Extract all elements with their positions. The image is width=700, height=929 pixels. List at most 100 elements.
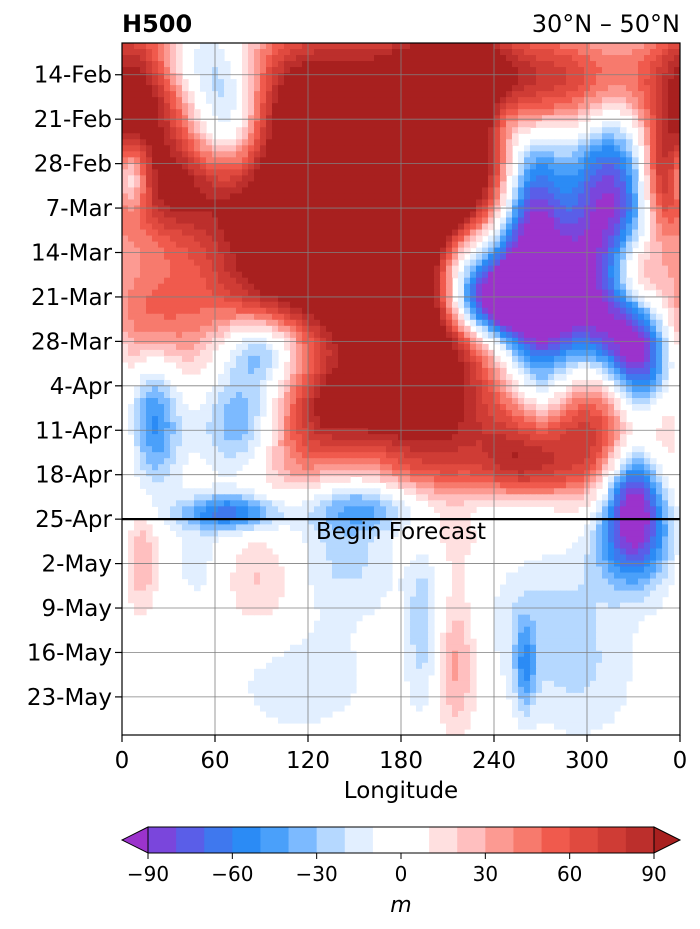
field-cell <box>434 175 441 182</box>
chart-title-right: 30°N – 50°N <box>532 10 680 38</box>
field-cell <box>476 181 483 189</box>
field-cell <box>320 133 327 140</box>
field-cell <box>668 163 675 170</box>
field-cell <box>248 73 255 80</box>
field-cell <box>158 73 165 80</box>
field-cell <box>512 247 519 255</box>
field-cell <box>128 121 135 128</box>
field-cell <box>422 115 429 122</box>
field-cell <box>242 169 249 176</box>
field-cell <box>662 271 669 279</box>
field-cell <box>434 127 441 134</box>
field-cell <box>464 151 471 158</box>
field-cell <box>482 133 489 140</box>
field-cell <box>404 151 411 158</box>
field-cell <box>218 331 225 339</box>
field-cell <box>590 319 597 327</box>
field-cell <box>296 205 303 213</box>
field-cell <box>470 361 477 369</box>
field-cell <box>644 331 651 339</box>
field-cell <box>362 373 369 381</box>
field-cell <box>200 193 207 201</box>
field-cell <box>332 235 339 243</box>
field-cell <box>590 169 597 176</box>
field-cell <box>158 205 165 213</box>
field-cell <box>158 217 165 225</box>
field-cell <box>380 271 387 279</box>
field-cell <box>410 241 417 249</box>
field-cell <box>320 313 327 321</box>
field-cell <box>392 115 399 122</box>
field-cell <box>242 277 249 285</box>
field-cell <box>602 91 609 98</box>
field-cell <box>548 289 555 297</box>
field-cell <box>440 223 447 231</box>
field-cell <box>266 241 273 249</box>
field-cell <box>248 133 255 140</box>
field-cell <box>572 157 579 164</box>
field-cell <box>410 307 417 315</box>
field-cell <box>578 217 585 225</box>
field-cell <box>314 373 321 381</box>
field-cell <box>368 73 375 80</box>
field-cell <box>176 85 183 92</box>
field-cell <box>278 175 285 182</box>
field-cell <box>446 289 453 297</box>
field-cell <box>134 271 141 279</box>
field-cell <box>182 289 189 297</box>
field-cell <box>134 253 141 261</box>
field-cell <box>476 73 483 80</box>
field-cell <box>356 127 363 134</box>
field-cell <box>350 67 357 74</box>
field-cell <box>488 181 495 189</box>
field-cell <box>464 331 471 339</box>
field-cell <box>374 139 381 146</box>
field-cell <box>482 121 489 128</box>
field-cell <box>560 313 567 321</box>
field-cell <box>518 169 525 176</box>
field-cell <box>284 211 291 219</box>
field-cell <box>512 289 519 297</box>
field-cell <box>362 301 369 309</box>
field-cell <box>506 265 513 273</box>
field-cell <box>542 247 549 255</box>
field-cell <box>572 121 579 128</box>
field-cell <box>356 235 363 243</box>
field-cell <box>170 199 177 207</box>
field-cell <box>548 343 555 351</box>
field-cell <box>440 187 447 195</box>
field-cell <box>440 379 447 387</box>
field-cell <box>362 163 369 170</box>
field-cell <box>614 265 621 273</box>
field-cell <box>152 121 159 128</box>
field-cell <box>572 277 579 285</box>
field-cell <box>446 307 453 315</box>
field-cell <box>470 151 477 158</box>
field-cell <box>362 289 369 297</box>
field-cell <box>122 253 129 261</box>
field-cell <box>356 157 363 164</box>
field-cell <box>242 211 249 219</box>
field-cell <box>308 343 315 351</box>
field-cell <box>566 319 573 327</box>
field-cell <box>230 145 237 152</box>
field-cell <box>536 103 543 110</box>
field-cell <box>470 211 477 219</box>
field-cell <box>266 73 273 80</box>
field-cell <box>422 301 429 309</box>
field-cell <box>176 163 183 170</box>
field-cell <box>380 151 387 158</box>
field-cell <box>302 109 309 116</box>
field-cell <box>152 145 159 152</box>
field-cell <box>566 313 573 321</box>
field-cell <box>608 97 615 104</box>
field-cell <box>416 133 423 140</box>
field-cell <box>242 73 249 80</box>
field-cell <box>350 271 357 279</box>
field-cell <box>626 301 633 309</box>
field-cell <box>626 277 633 285</box>
field-cell <box>296 331 303 339</box>
field-cell <box>494 151 501 158</box>
field-cell <box>404 349 411 357</box>
field-cell <box>386 49 393 56</box>
